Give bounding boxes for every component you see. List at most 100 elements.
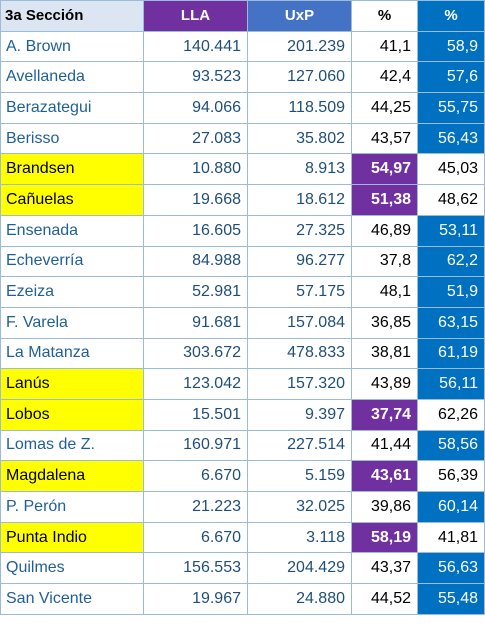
municipality-name: Ezeiza — [0, 276, 144, 308]
lla-percent: 48,1 — [351, 276, 418, 308]
lla-votes: 21.223 — [143, 491, 248, 523]
municipality-name: Cañuelas — [0, 184, 144, 216]
lla-percent: 44,25 — [351, 92, 418, 124]
uxp-percent: 56,11 — [417, 368, 485, 400]
uxp-votes: 157.320 — [247, 368, 352, 400]
uxp-votes: 96.277 — [247, 245, 352, 278]
uxp-votes: 8.913 — [247, 153, 352, 186]
uxp-votes: 227.514 — [247, 429, 352, 462]
table-body: A. Brown 140.441 201.239 41,1 58,9 Avellaneda… — [0, 30, 485, 615]
uxp-votes: 57.175 — [247, 276, 352, 308]
uxp-percent: 63,15 — [417, 306, 485, 339]
municipality-name: Avellaneda — [0, 61, 144, 94]
lla-percent: 43,57 — [351, 122, 418, 155]
municipality-name: La Matanza — [0, 337, 144, 370]
lla-votes: 19.668 — [143, 184, 248, 216]
table-row: Punta Indio 6.670 3.118 58,19 41,81 — [0, 521, 485, 554]
table-row: Magdalena 6.670 5.159 43,61 56,39 — [0, 460, 485, 492]
municipality-name: San Vicente — [0, 583, 144, 615]
uxp-votes: 5.159 — [247, 460, 352, 492]
lla-percent: 36,85 — [351, 306, 418, 339]
lla-votes: 15.501 — [143, 398, 248, 431]
lla-percent: 41,1 — [351, 30, 418, 63]
uxp-percent: 56,43 — [417, 122, 485, 155]
municipality-name: F. Varela — [0, 306, 144, 339]
uxp-percent: 51,9 — [417, 276, 485, 308]
uxp-percent: 62,26 — [417, 398, 485, 431]
table-row: F. Varela 91.681 157.084 36,85 63,15 — [0, 306, 485, 339]
municipality-name: Lanús — [0, 368, 144, 400]
lla-votes: 303.672 — [143, 337, 248, 370]
lla-percent: 58,19 — [351, 521, 418, 554]
municipality-name: P. Perón — [0, 491, 144, 523]
lla-votes: 93.523 — [143, 61, 248, 94]
uxp-percent: 61,19 — [417, 337, 485, 370]
uxp-votes: 27.325 — [247, 214, 352, 247]
lla-percent: 39,86 — [351, 491, 418, 523]
lla-votes: 19.967 — [143, 583, 248, 615]
uxp-votes: 157.084 — [247, 306, 352, 339]
lla-votes: 123.042 — [143, 368, 248, 400]
uxp-percent: 48,62 — [417, 184, 485, 216]
lla-votes: 91.681 — [143, 306, 248, 339]
table-row: Berisso 27.083 35.802 43,57 56,43 — [0, 122, 485, 155]
lla-percent: 51,38 — [351, 184, 418, 216]
table-row: San Vicente 19.967 24.880 44,52 55,48 — [0, 583, 485, 615]
lla-votes: 16.605 — [143, 214, 248, 247]
uxp-percent: 55,75 — [417, 92, 485, 124]
uxp-percent: 56,63 — [417, 552, 485, 585]
table-row: Lobos 15.501 9.397 37,74 62,26 — [0, 398, 485, 431]
municipality-name: Brandsen — [0, 153, 144, 186]
lla-votes: 84.988 — [143, 245, 248, 278]
section-header: 3a Sección — [0, 0, 144, 32]
uxp-votes: 18.612 — [247, 184, 352, 216]
uxp-header: UxP — [247, 0, 352, 32]
lla-percent: 43,89 — [351, 368, 418, 400]
table-row: Lanús 123.042 157.320 43,89 56,11 — [0, 368, 485, 400]
lla-header: LLA — [143, 0, 248, 32]
lla-percent: 46,89 — [351, 214, 418, 247]
lla-votes: 52.981 — [143, 276, 248, 308]
table-row: Cañuelas 19.668 18.612 51,38 48,62 — [0, 184, 485, 216]
lla-percent: 43,37 — [351, 552, 418, 585]
municipality-name: Lobos — [0, 398, 144, 431]
lla-percent-header: % — [351, 0, 418, 32]
results-table: 3a Sección LLA UxP % % A. Brown 140.441 20… — [0, 0, 485, 615]
lla-votes: 160.971 — [143, 429, 248, 462]
lla-votes: 6.670 — [143, 460, 248, 492]
uxp-percent: 53,11 — [417, 214, 485, 247]
uxp-votes: 24.880 — [247, 583, 352, 615]
lla-votes: 156.553 — [143, 552, 248, 585]
uxp-votes: 35.802 — [247, 122, 352, 155]
lla-votes: 10.880 — [143, 153, 248, 186]
table-row: A. Brown 140.441 201.239 41,1 58,9 — [0, 30, 485, 63]
header-row: 3a Sección LLA UxP % % — [0, 0, 485, 32]
table-row: P. Perón 21.223 32.025 39,86 60,14 — [0, 491, 485, 523]
lla-percent: 43,61 — [351, 460, 418, 492]
municipality-name: Magdalena — [0, 460, 144, 492]
uxp-percent: 45,03 — [417, 153, 485, 186]
lla-percent: 37,74 — [351, 398, 418, 431]
table-row: Echeverría 84.988 96.277 37,8 62,2 — [0, 245, 485, 278]
municipality-name: Echeverría — [0, 245, 144, 278]
table-row: Ensenada 16.605 27.325 46,89 53,11 — [0, 214, 485, 247]
uxp-percent: 60,14 — [417, 491, 485, 523]
municipality-name: Punta Indio — [0, 521, 144, 554]
lla-votes: 140.441 — [143, 30, 248, 63]
uxp-votes: 204.429 — [247, 552, 352, 585]
table-row: Avellaneda 93.523 127.060 42,4 57,6 — [0, 61, 485, 94]
table-row: Lomas de Z. 160.971 227.514 41,44 58,56 — [0, 429, 485, 462]
uxp-percent: 56,39 — [417, 460, 485, 492]
lla-percent: 41,44 — [351, 429, 418, 462]
table-row: La Matanza 303.672 478.833 38,81 61,19 — [0, 337, 485, 370]
uxp-votes: 32.025 — [247, 491, 352, 523]
uxp-percent: 58,56 — [417, 429, 485, 462]
lla-percent: 38,81 — [351, 337, 418, 370]
uxp-percent: 58,9 — [417, 30, 485, 63]
municipality-name: Berazategui — [0, 92, 144, 124]
uxp-votes: 478.833 — [247, 337, 352, 370]
uxp-percent: 57,6 — [417, 61, 485, 94]
municipality-name: A. Brown — [0, 30, 144, 63]
table-row: Ezeiza 52.981 57.175 48,1 51,9 — [0, 276, 485, 308]
table-row: Quilmes 156.553 204.429 43,37 56,63 — [0, 552, 485, 585]
